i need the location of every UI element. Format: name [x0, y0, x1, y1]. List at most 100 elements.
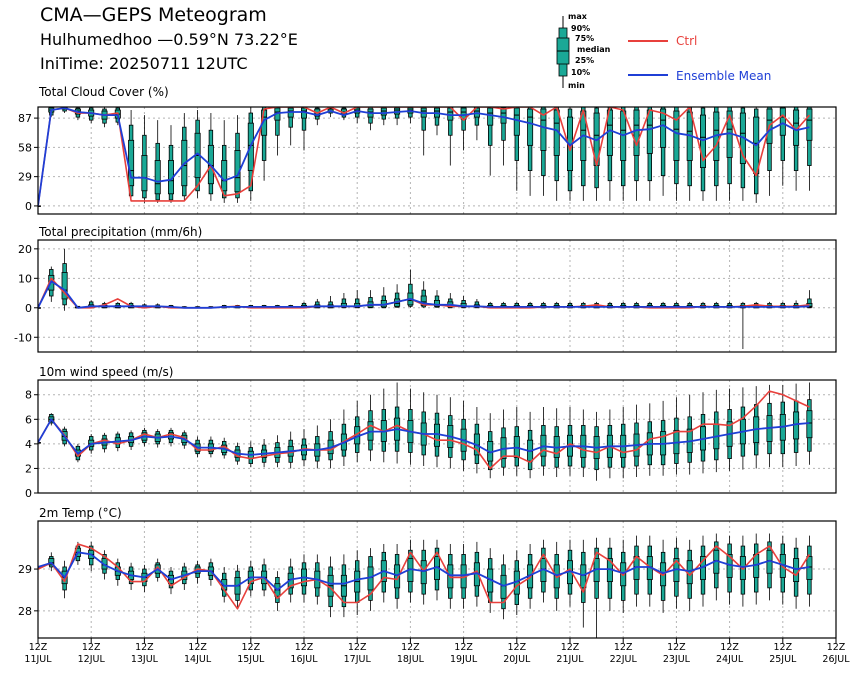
box-28 [407, 107, 414, 124]
legend-box-label: min [568, 81, 585, 90]
box-33 [473, 107, 480, 141]
box-50 [700, 107, 707, 201]
box-30 [433, 539, 440, 601]
box-54 [753, 386, 760, 469]
box-p25-p75 [673, 110, 680, 161]
box-22 [327, 419, 334, 469]
legend-box-label: 10% [571, 68, 590, 77]
mean-line [38, 280, 810, 309]
box-9 [154, 120, 161, 203]
mean-line [38, 107, 810, 207]
box-27 [394, 284, 401, 308]
box-p25-p75 [141, 155, 148, 192]
box-47 [660, 400, 667, 476]
location-label: Hulhumedhoo —0.59°N 73.22°E [40, 30, 298, 49]
x-tick-time: 12Z [667, 642, 686, 653]
box-p10-p90 [448, 107, 453, 136]
box-25 [367, 394, 374, 462]
y-tick-label: 20 [18, 243, 32, 256]
box-39 [553, 408, 560, 478]
x-tick-time: 12Z [295, 642, 314, 653]
panel-2: Total precipitation (mm/6h) -10 0 10 20 [14, 225, 837, 353]
box-p25-p75 [660, 108, 667, 148]
panel-title: 2m Temp (°C) [39, 506, 122, 520]
box-4 [88, 107, 95, 124]
y-tick-label: 4 [25, 438, 32, 451]
box-10 [167, 566, 174, 595]
box-2 [61, 248, 68, 311]
box-36 [513, 550, 520, 616]
box-24 [354, 550, 361, 616]
box-57 [793, 107, 800, 191]
box-26 [380, 388, 387, 463]
box-p25-p75 [61, 272, 68, 300]
box-p25-p75 [806, 108, 813, 141]
box-34 [487, 107, 494, 176]
box-50 [700, 535, 707, 607]
box-p25-p75 [221, 160, 228, 192]
box-46 [646, 535, 653, 607]
box-42 [593, 411, 600, 481]
box-27 [394, 107, 401, 126]
box-51 [713, 107, 720, 201]
box-p25-p75 [806, 410, 813, 439]
plot-area [38, 533, 813, 638]
box-18 [274, 435, 281, 468]
legend-ctrl-label: Ctrl [676, 34, 697, 48]
box-28 [407, 269, 414, 308]
box-10 [167, 125, 174, 203]
box-p25-p75 [779, 107, 786, 136]
x-tick-time: 12Z [507, 642, 526, 653]
box-39 [553, 107, 560, 201]
y-tick-label: 29 [18, 563, 32, 576]
box-p25-p75 [433, 300, 440, 307]
box-38 [540, 539, 547, 603]
plot-area [38, 107, 813, 207]
box-36 [513, 107, 520, 191]
box-58 [806, 535, 813, 607]
legend-box-label: 75% [575, 34, 594, 43]
box-20 [300, 107, 307, 151]
box-21 [314, 107, 321, 126]
y-tick-label: 0 [25, 487, 32, 500]
box-p10-p90 [301, 107, 307, 131]
box-47 [660, 539, 667, 613]
box-55 [766, 107, 773, 196]
x-tick-time: 12Z [720, 642, 739, 653]
box-55 [766, 533, 773, 601]
x-tick-time: 12Z [188, 642, 207, 653]
x-tick-time: 12Z [82, 642, 101, 653]
box-51 [713, 533, 720, 601]
box-p25-p75 [700, 114, 707, 168]
box-43 [606, 107, 613, 201]
box-36 [513, 407, 520, 476]
x-axis: 12Z11JUL12Z12JUL12Z13JUL12Z14JUL12Z15JUL… [24, 638, 850, 665]
box-45 [633, 107, 640, 201]
box-54 [753, 107, 760, 203]
box-53 [739, 301, 746, 350]
box-5 [101, 107, 108, 128]
box-26 [380, 107, 387, 126]
box-44 [620, 107, 627, 201]
box-p25-p75 [487, 107, 494, 126]
x-tick-time: 12Z [614, 642, 633, 653]
box-32 [460, 400, 467, 471]
box-p25-p75 [513, 107, 520, 136]
legend-box-label: max [568, 12, 588, 21]
x-tick-time: 12Z [348, 642, 367, 653]
init-time-label: IniTime: 20250711 12UTC [40, 54, 248, 73]
box-53 [739, 535, 746, 607]
x-tick-time: 12Z [827, 642, 846, 653]
x-tick-time: 12Z [29, 642, 48, 653]
box-28 [407, 539, 414, 603]
x-tick-date: 15JUL [237, 654, 265, 665]
box-48 [673, 107, 680, 201]
box-24 [354, 290, 361, 309]
box-p25-p75 [633, 109, 640, 156]
x-tick-time: 12Z [135, 642, 154, 653]
box-19 [287, 431, 294, 469]
box-p25-p75 [793, 558, 800, 582]
plot-area [38, 382, 813, 481]
panel-frame [37, 106, 837, 215]
